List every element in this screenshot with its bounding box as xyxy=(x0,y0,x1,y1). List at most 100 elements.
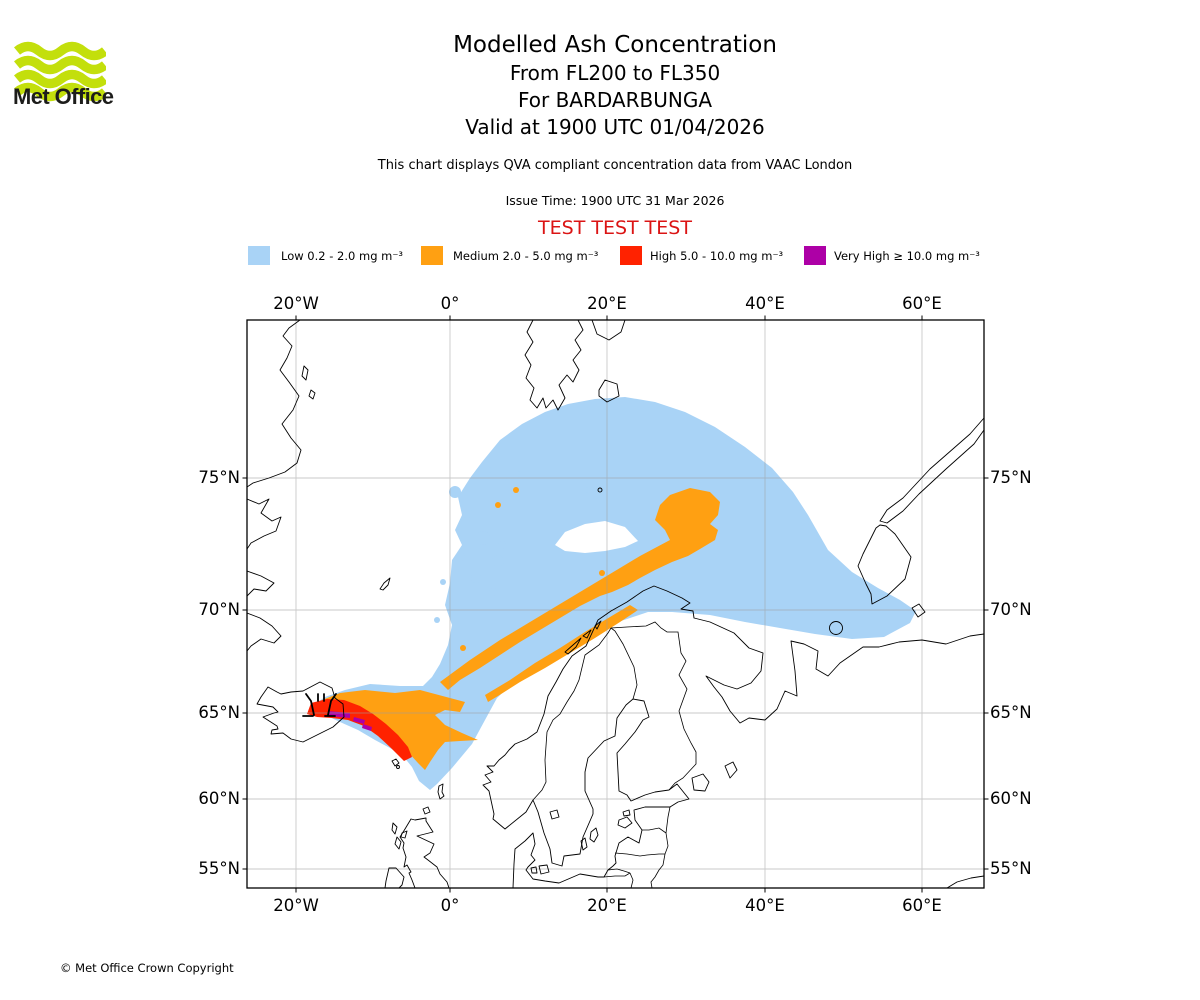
country-border xyxy=(665,806,671,834)
logo-brand-text: Met Office xyxy=(13,84,114,109)
logo-waves-icon xyxy=(14,41,106,102)
legend-swatch-veryhigh xyxy=(804,246,826,265)
small-island xyxy=(829,621,843,635)
subtitle-volcano: For BARDARBUNGA xyxy=(517,88,713,112)
ash-low-speckle xyxy=(449,486,461,498)
island-coastline xyxy=(857,524,912,605)
issue-time: Issue Time: 1900 UTC 31 Mar 2026 xyxy=(505,193,725,208)
header: Modelled Ash Concentration From FL200 to… xyxy=(30,30,1200,239)
island-coastline xyxy=(691,773,710,792)
coastline xyxy=(482,585,984,888)
island-coastline xyxy=(594,620,602,630)
legend-swatch-medium xyxy=(421,246,443,265)
coastline xyxy=(946,875,984,888)
y-tick-left-4: 55°N xyxy=(198,859,240,878)
small-island xyxy=(597,487,603,493)
island-coastline xyxy=(564,637,582,655)
island-coastline xyxy=(394,836,402,850)
country-border xyxy=(607,868,631,874)
map-panel xyxy=(242,315,989,893)
island-coastline xyxy=(391,758,400,767)
country-border xyxy=(650,853,666,888)
island-coastline xyxy=(582,629,592,639)
island-coastline xyxy=(622,809,631,817)
ash-medium-area xyxy=(485,605,638,702)
page-title: Modelled Ash Concentration xyxy=(453,32,777,58)
island-coastline xyxy=(301,365,309,381)
x-tick-bottom-1: 0° xyxy=(440,896,460,915)
island-coastline xyxy=(617,816,633,829)
island-coastline xyxy=(538,864,550,875)
island-coastline xyxy=(911,603,926,618)
ash-plumes xyxy=(307,397,916,790)
legend-label-medium: Medium 2.0 - 5.0 mg m⁻³ xyxy=(453,249,599,263)
x-tick-top-1: 0° xyxy=(440,294,460,313)
x-tick-bottom-3: 40°E xyxy=(745,896,785,915)
coastline xyxy=(247,320,302,488)
coastline xyxy=(247,498,282,550)
country-borders xyxy=(532,621,697,888)
y-tick-left-1: 70°N xyxy=(198,600,240,619)
island-coastline xyxy=(598,379,620,403)
map-canvas xyxy=(242,315,989,893)
legend-swatch-high xyxy=(620,246,642,265)
subtitle-flight-levels: From FL200 to FL350 xyxy=(509,61,721,85)
test-watermark: TEST TEST TEST xyxy=(538,217,692,239)
y-tick-right-3: 60°N xyxy=(990,789,1032,808)
coastline xyxy=(879,417,984,524)
country-border xyxy=(532,627,612,801)
island-coastline xyxy=(530,866,538,874)
island-coastline xyxy=(422,806,431,815)
country-border xyxy=(642,827,667,834)
volcano-marker-icon xyxy=(302,693,337,717)
ash-low-speckle xyxy=(516,471,522,477)
island-coastline xyxy=(437,783,445,800)
qva-note: This chart displays QVA compliant concen… xyxy=(377,158,853,173)
island-coastline xyxy=(400,830,408,839)
subtitle-valid-time: Valid at 1900 UTC 01/04/2026 xyxy=(465,115,765,139)
ash-low-speckle xyxy=(584,487,590,493)
ash-low-speckle xyxy=(457,553,465,561)
country-border xyxy=(610,627,638,700)
ash-low-speckle xyxy=(489,588,497,596)
x-tick-bottom-2: 20°E xyxy=(587,896,627,915)
x-tick-top-3: 40°E xyxy=(745,294,785,313)
ash-low-speckle xyxy=(440,579,446,585)
country-border xyxy=(603,872,631,878)
y-tick-right-2: 65°N xyxy=(990,703,1032,722)
coastline xyxy=(247,570,275,597)
ash-medium-speckle xyxy=(599,570,605,576)
ash-low-speckle xyxy=(505,478,513,486)
ash-medium-speckle xyxy=(460,645,466,651)
country-border xyxy=(614,852,665,857)
small-island xyxy=(396,765,400,769)
country-border xyxy=(664,832,669,855)
y-tick-right-0: 75°N xyxy=(990,468,1032,487)
met-office-logo xyxy=(14,41,106,102)
graticule xyxy=(247,320,984,888)
y-tick-left-2: 65°N xyxy=(198,703,240,722)
coastline xyxy=(591,320,626,341)
island-coastline xyxy=(308,389,316,400)
coastline xyxy=(247,612,282,652)
ash-low-speckle xyxy=(476,531,490,545)
ash-low-speckle xyxy=(462,508,472,518)
country-border xyxy=(629,872,634,888)
ash-low-speckle xyxy=(487,467,493,473)
ash-medium-area xyxy=(440,488,720,690)
ash-low-speckle xyxy=(471,573,481,583)
y-tick-right-1: 70°N xyxy=(990,600,1032,619)
coastline xyxy=(524,320,584,411)
x-tick-bottom-4: 60°E xyxy=(902,896,942,915)
ash-veryhigh-area xyxy=(353,717,365,724)
x-tick-bottom-0: 20°W xyxy=(273,896,319,915)
axis-ticks xyxy=(242,315,989,893)
ash-low-speckle xyxy=(434,617,440,623)
legend-swatch-low xyxy=(248,246,270,265)
coastline xyxy=(399,817,450,888)
copyright-text: © Met Office Crown Copyright xyxy=(60,961,234,975)
ash-medium-speckle xyxy=(513,487,519,493)
x-tick-top-2: 20°E xyxy=(587,294,627,313)
island-coastline xyxy=(724,761,738,779)
